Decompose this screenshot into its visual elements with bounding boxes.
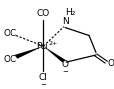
Text: H₂: H₂ [65, 8, 75, 17]
Text: −: − [40, 82, 46, 88]
Text: 2+: 2+ [48, 41, 57, 46]
Text: OC: OC [4, 29, 17, 38]
Text: CO: CO [36, 9, 50, 18]
Text: −: − [62, 69, 67, 75]
Text: Cl: Cl [39, 73, 47, 82]
Text: N: N [61, 17, 68, 26]
Polygon shape [15, 46, 43, 59]
Text: O: O [106, 59, 113, 68]
Text: OC: OC [4, 55, 17, 64]
Polygon shape [43, 46, 65, 62]
Text: Ru: Ru [36, 42, 48, 51]
Text: O: O [61, 60, 68, 69]
